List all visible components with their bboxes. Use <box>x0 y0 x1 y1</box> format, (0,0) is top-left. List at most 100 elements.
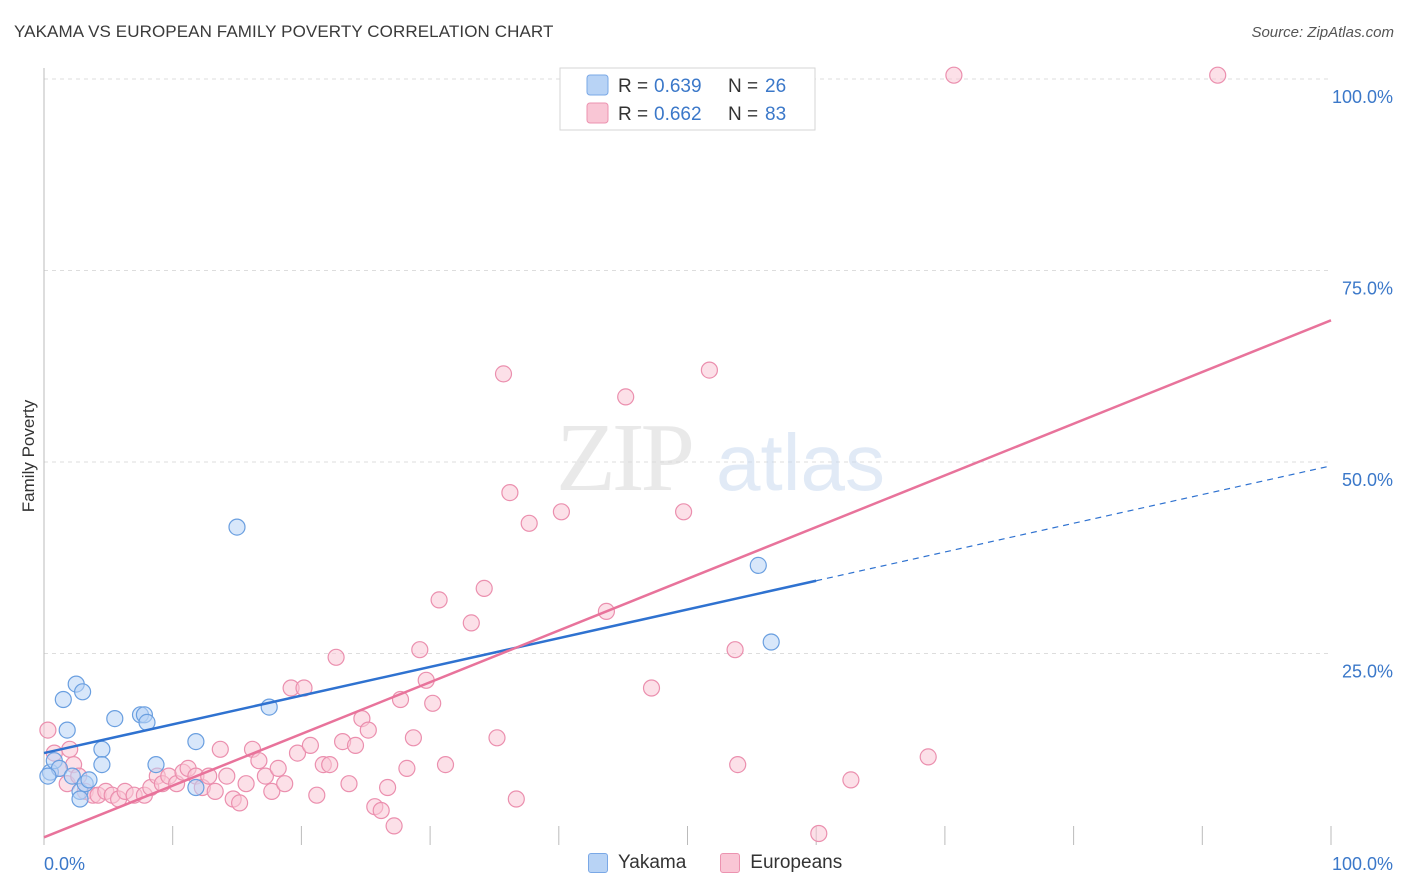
y-tick-label-50: 50.0% <box>1342 470 1393 490</box>
europeans-point-47 <box>346 736 365 755</box>
yakama-point-3 <box>54 690 72 709</box>
bottom-legend-europeans: Europeans <box>720 852 842 874</box>
europeans-point-51 <box>372 801 390 820</box>
yakama-point-17 <box>147 755 165 774</box>
europeans-point-67 <box>507 790 525 808</box>
y-tick-label-75: 75.0% <box>1342 279 1393 299</box>
europeans-point-81 <box>810 824 828 843</box>
yakama-point-20 <box>228 518 246 536</box>
y-tick-label-100: 100.0% <box>1332 87 1393 107</box>
legend-r-value-yakama: 0.639 <box>654 76 702 97</box>
yakama-label: Yakama <box>618 852 687 873</box>
yakama-point-8 <box>73 683 92 701</box>
europeans-point-75 <box>726 641 744 659</box>
yakama-trend-extension <box>816 465 1332 582</box>
yakama-point-23 <box>762 633 780 651</box>
legend: R = 0.639 N = 26 R = 0.662 N = 83 <box>559 67 816 131</box>
legend-swatch-europeans <box>586 102 609 124</box>
x-tick-label-100: 100.0% <box>1332 854 1393 874</box>
europeans-point-40 <box>301 736 319 755</box>
europeans-point-76 <box>729 755 747 774</box>
yakama-point-22 <box>749 556 767 575</box>
europeans-point-56 <box>404 729 422 747</box>
yakama-point-5 <box>63 767 81 785</box>
legend-swatch-yakama <box>586 74 609 96</box>
bottom-legend: Yakama Europeans <box>588 852 864 874</box>
watermark-atlas: atlas <box>716 418 885 507</box>
yakama-point-12 <box>93 755 111 774</box>
europeans-point-35 <box>269 759 287 778</box>
watermark: ZIP atlas <box>556 404 885 512</box>
europeans-point-46 <box>340 775 358 793</box>
europeans-point-69 <box>552 503 571 521</box>
europeans-point-74 <box>700 361 719 379</box>
legend-r-value-europeans: 0.662 <box>654 104 702 125</box>
europeans-point-49 <box>359 721 377 739</box>
x-tick-label-0: 0.0% <box>44 854 85 874</box>
europeans-point-68 <box>520 514 538 532</box>
bottom-legend-yakama: Yakama <box>588 852 686 874</box>
y-axis-label: Family Poverty <box>19 399 38 512</box>
europeans-point-0 <box>39 721 57 739</box>
yakama-point-13 <box>106 709 124 728</box>
yakama-swatch <box>588 853 608 873</box>
trend-layer <box>43 319 1332 839</box>
europeans-point-30 <box>237 775 255 793</box>
watermark-zip: ZIP <box>556 404 691 512</box>
legend-n-label-europeans: N = <box>728 104 758 125</box>
yakama-point-25 <box>39 767 57 785</box>
europeans-point-62 <box>462 614 480 632</box>
y-tick-label-25: 25.0% <box>1342 662 1393 682</box>
europeans-point-78 <box>919 748 937 766</box>
europeans-point-80 <box>1209 66 1227 84</box>
europeans-point-63 <box>475 579 493 598</box>
axes-layer: 25.0% 50.0% 75.0% 100.0% 0.0% 100.0% <box>43 68 1393 874</box>
source-label: Source: ZipAtlas.com <box>1251 24 1394 41</box>
europeans-point-64 <box>488 729 506 747</box>
yakama-point-11 <box>93 740 111 758</box>
europeans-label: Europeans <box>750 852 843 873</box>
yakama-point-10 <box>80 771 98 789</box>
europeans-swatch <box>720 853 741 873</box>
europeans-trend-line <box>43 319 1332 839</box>
yakama-point-18 <box>187 732 205 751</box>
europeans-point-71 <box>617 388 635 406</box>
europeans-point-66 <box>501 484 519 502</box>
yakama-point-24 <box>71 790 89 808</box>
europeans-point-27 <box>218 767 236 785</box>
europeans-point-32 <box>250 752 268 770</box>
yakama-trend-line <box>43 579 817 755</box>
legend-n-value-europeans: 83 <box>765 104 786 125</box>
europeans-point-59 <box>424 694 442 712</box>
europeans-point-25 <box>206 782 224 801</box>
legend-r-label-europeans: R = <box>618 104 648 125</box>
europeans-point-72 <box>642 679 661 697</box>
europeans-point-60 <box>430 591 448 609</box>
europeans-point-79 <box>945 66 963 84</box>
europeans-point-29 <box>231 794 249 812</box>
chart-title: YAKAMA VS EUROPEAN FAMILY POVERTY CORREL… <box>14 22 554 41</box>
yakama-point-19 <box>187 778 205 797</box>
points-layer <box>39 66 1227 843</box>
europeans-point-55 <box>398 759 416 778</box>
europeans-point-38 <box>288 744 307 762</box>
europeans-point-52 <box>379 778 397 797</box>
grid-layer <box>44 78 1331 654</box>
europeans-point-65 <box>494 365 513 383</box>
europeans-point-26 <box>211 740 229 758</box>
yakama-point-4 <box>58 721 76 739</box>
europeans-point-73 <box>674 503 693 521</box>
legend-n-value-yakama: 26 <box>765 76 786 97</box>
europeans-point-53 <box>385 817 403 835</box>
legend-n-label-yakama: N = <box>728 76 758 97</box>
europeans-point-43 <box>321 755 339 774</box>
europeans-point-34 <box>263 782 281 801</box>
europeans-point-33 <box>256 767 274 785</box>
europeans-point-36 <box>276 775 294 793</box>
europeans-point-44 <box>327 648 345 666</box>
europeans-point-61 <box>436 755 455 774</box>
legend-r-label-yakama: R = <box>618 76 648 97</box>
europeans-point-41 <box>308 786 326 804</box>
europeans-point-57 <box>411 641 429 659</box>
